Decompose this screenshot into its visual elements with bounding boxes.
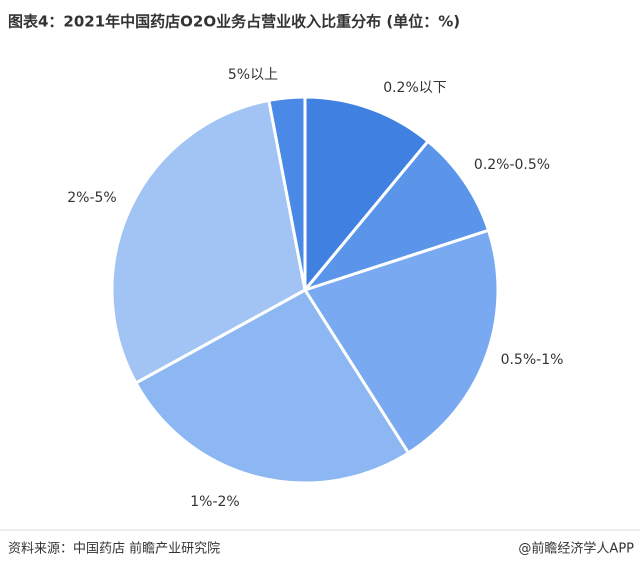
slice-label: 1%-2% — [190, 494, 239, 510]
slice-label: 0.2%-0.5% — [474, 157, 550, 173]
credit: @前瞻经济学人APP — [518, 541, 634, 557]
pie-slice — [303, 95, 431, 295]
slice-label: 2%-5% — [67, 190, 116, 206]
pie-slice — [267, 95, 307, 291]
pie-slice — [302, 228, 500, 456]
source: 资料来源：中国药店 前瞻产业研究院 — [8, 541, 220, 557]
pie-slice — [300, 139, 491, 294]
slice-label: 0.5%-1% — [501, 352, 564, 368]
pie — [110, 95, 500, 485]
slice-label: 0.2%以下 — [383, 80, 447, 96]
pie-slice — [110, 98, 307, 386]
slice-label: 5%以上 — [228, 67, 278, 83]
pie-slice — [133, 288, 411, 485]
chart-title: 图表4：2021年中国药店O2O业务占营业收入比重分布 (单位：%) — [8, 13, 460, 31]
